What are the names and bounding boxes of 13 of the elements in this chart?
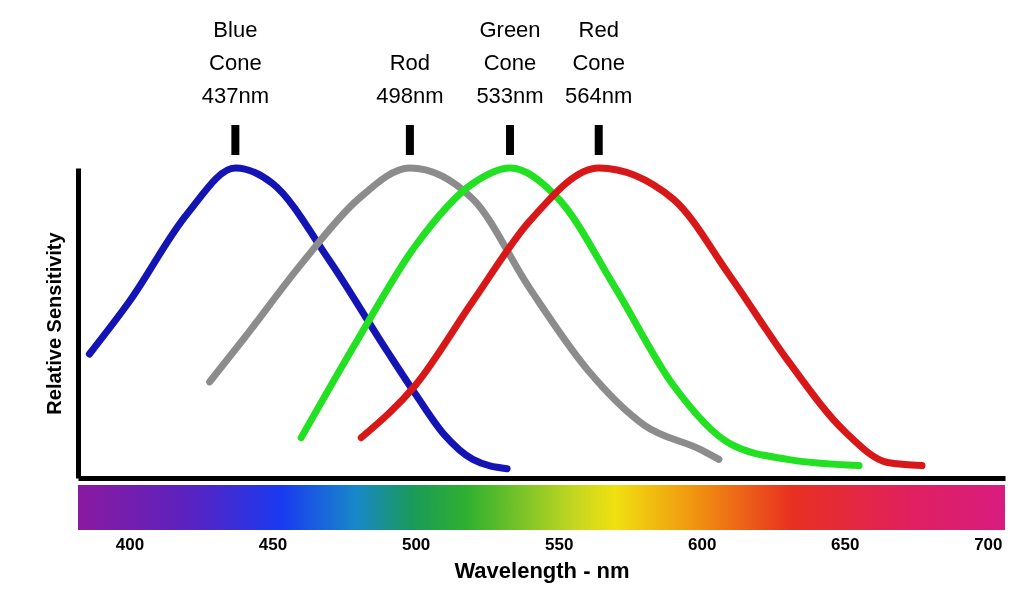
x-tick-label: 550	[544, 534, 574, 554]
annotation: Red Cone 564nm	[565, 17, 633, 108]
x-tick-label: 400	[115, 534, 145, 554]
x-tick-label: 500	[401, 534, 431, 554]
annotation: Blue Cone 437nm	[201, 17, 269, 108]
annotation: Green Cone 533nm	[476, 17, 544, 108]
y-axis-title: Relative Sensitivity	[42, 231, 65, 415]
x-tick-label: 700	[974, 534, 1003, 554]
annotation: Rod 498nm	[376, 50, 444, 108]
x-tick-label: 450	[258, 534, 288, 554]
x-tick-label: 600	[688, 534, 717, 554]
x-axis-title: Wavelength - nm	[454, 557, 630, 583]
x-tick-label: 650	[831, 534, 860, 554]
